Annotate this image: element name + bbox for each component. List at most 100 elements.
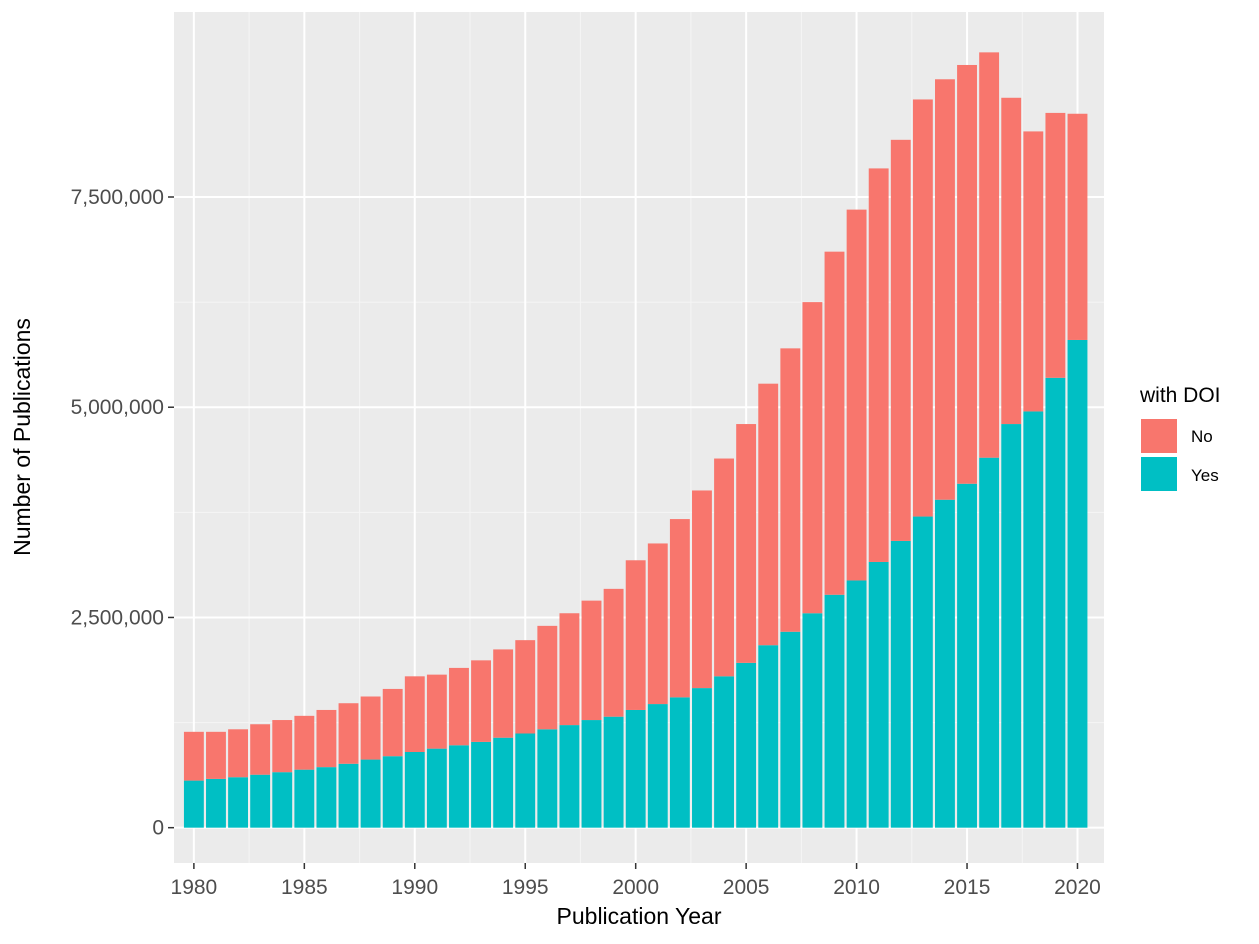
bar-yes-2009 — [824, 594, 845, 828]
bar-yes-1985 — [294, 769, 315, 828]
bar-no-1980 — [183, 731, 204, 781]
bar-no-2005 — [736, 424, 757, 663]
bar-yes-2007 — [780, 631, 801, 828]
bar-no-2013 — [912, 99, 933, 517]
y-tick-label: 0 — [152, 817, 164, 840]
x-tick-label: 2015 — [944, 876, 991, 899]
bar-no-1995 — [515, 640, 536, 734]
bar-yes-1995 — [515, 733, 536, 828]
x-axis: 1980 1985 1990 1995 2000 2005 2010 2015 2020 — [171, 863, 1101, 899]
bar-yes-1981 — [206, 778, 226, 828]
bar-yes-1992 — [449, 745, 469, 828]
bar-no-2020 — [1067, 113, 1088, 340]
legend-label-yes: Yes — [1191, 466, 1219, 485]
y-axis: 0 2,500,000 5,000,000 7,500,000 — [71, 186, 174, 840]
bars — [183, 52, 1088, 828]
legend-title: with DOI — [1139, 384, 1221, 407]
bar-yes-2018 — [1023, 411, 1044, 828]
bar-no-2019 — [1045, 112, 1066, 378]
bar-yes-2002 — [669, 697, 690, 828]
bar-no-1986 — [316, 709, 337, 768]
legend: with DOI No Yes — [1139, 384, 1221, 491]
bar-no-1984 — [272, 720, 293, 773]
bar-yes-2016 — [979, 457, 1000, 828]
bar-no-2014 — [935, 79, 955, 500]
bar-no-2004 — [714, 458, 734, 677]
bar-no-2017 — [1001, 97, 1022, 425]
y-tick-label: 5,000,000 — [71, 396, 164, 419]
bar-no-2009 — [824, 251, 845, 595]
x-tick-label: 1995 — [502, 876, 549, 899]
bar-no-2015 — [957, 64, 977, 484]
bar-yes-2005 — [736, 662, 757, 828]
bar-yes-1988 — [360, 759, 381, 828]
bar-no-1997 — [559, 613, 580, 726]
bar-no-1991 — [426, 674, 447, 749]
bar-no-1994 — [493, 649, 514, 738]
bar-yes-1999 — [603, 716, 624, 828]
bar-yes-2001 — [647, 704, 668, 828]
x-tick-label: 1990 — [391, 876, 438, 899]
bar-no-2006 — [758, 383, 779, 646]
bar-no-2000 — [625, 560, 646, 710]
y-tick-label: 7,500,000 — [71, 186, 164, 209]
bar-no-1993 — [471, 660, 491, 742]
legend-label-no: No — [1191, 427, 1213, 446]
bar-no-2010 — [846, 209, 867, 581]
bar-no-2007 — [780, 348, 801, 632]
bar-no-1990 — [404, 676, 425, 752]
bar-yes-1987 — [338, 763, 359, 828]
bar-yes-2006 — [758, 645, 779, 828]
bar-yes-2019 — [1045, 377, 1066, 828]
bar-yes-1991 — [426, 748, 447, 828]
bar-yes-1986 — [316, 767, 337, 828]
bar-no-1999 — [603, 588, 624, 717]
bar-no-2002 — [669, 519, 690, 698]
bar-no-2012 — [890, 139, 911, 541]
bar-yes-2011 — [868, 561, 889, 828]
bar-no-1989 — [382, 688, 403, 757]
bar-no-1983 — [250, 724, 271, 775]
x-tick-label: 2000 — [612, 876, 659, 899]
bar-no-1998 — [581, 600, 602, 721]
legend-key-no — [1141, 419, 1177, 453]
bar-yes-1989 — [382, 756, 403, 828]
x-tick-label: 2005 — [723, 876, 770, 899]
bar-yes-2004 — [714, 676, 734, 828]
bar-yes-2017 — [1001, 424, 1022, 828]
x-tick-label: 1980 — [171, 876, 218, 899]
bar-yes-1984 — [272, 772, 293, 828]
legend-key-yes — [1141, 457, 1177, 491]
x-tick-label: 2020 — [1054, 876, 1101, 899]
bar-yes-1998 — [581, 720, 602, 828]
bar-no-1981 — [206, 731, 226, 779]
bar-no-2001 — [647, 543, 668, 705]
bar-yes-1996 — [537, 729, 558, 828]
minor-gridlines — [174, 12, 1104, 863]
bar-no-1988 — [360, 696, 381, 760]
bar-yes-1990 — [404, 752, 425, 828]
x-axis-title: Publication Year — [557, 903, 722, 929]
bar-yes-2012 — [890, 540, 911, 828]
bar-yes-1983 — [250, 774, 271, 828]
y-tick-label: 2,500,000 — [71, 606, 164, 629]
bar-yes-2010 — [846, 580, 867, 828]
bar-yes-2020 — [1067, 339, 1088, 828]
bar-no-1985 — [294, 715, 315, 770]
bar-no-1982 — [228, 729, 249, 778]
bar-no-2003 — [692, 490, 712, 689]
bar-yes-2003 — [692, 688, 712, 828]
bar-no-2008 — [802, 302, 823, 614]
bar-yes-2000 — [625, 709, 646, 828]
bar-no-2016 — [979, 52, 1000, 458]
bar-yes-1982 — [228, 777, 249, 828]
bar-yes-2008 — [802, 613, 823, 828]
bar-yes-1993 — [471, 741, 491, 828]
x-tick-label: 1985 — [281, 876, 328, 899]
y-axis-title: Number of Publications — [9, 318, 35, 556]
bar-yes-2015 — [957, 483, 977, 828]
x-tick-label: 2010 — [833, 876, 880, 899]
bar-yes-1994 — [493, 737, 514, 828]
